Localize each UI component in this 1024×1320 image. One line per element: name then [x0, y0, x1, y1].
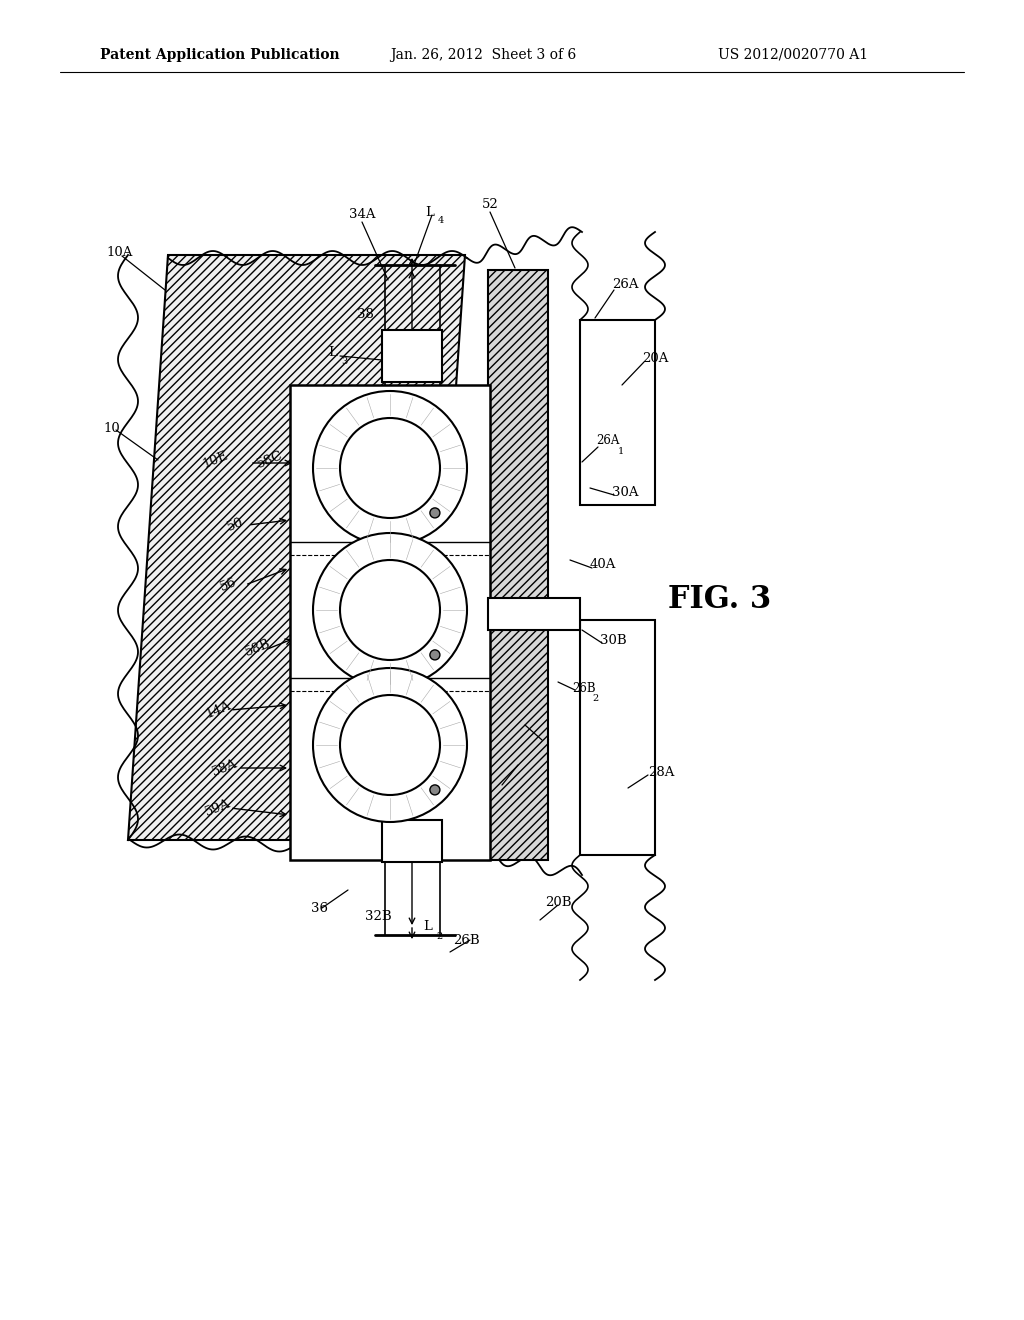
Text: 2: 2 [592, 694, 598, 704]
Bar [290, 385, 490, 861]
Text: 40A: 40A [590, 558, 616, 572]
Text: Jan. 26, 2012  Sheet 3 of 6: Jan. 26, 2012 Sheet 3 of 6 [390, 48, 577, 62]
Circle shape [313, 391, 467, 545]
Text: 32B: 32B [365, 911, 391, 924]
Text: 26B: 26B [572, 681, 596, 694]
Text: 1: 1 [355, 850, 361, 859]
Text: 3: 3 [341, 356, 347, 366]
Text: 5: 5 [524, 768, 530, 777]
Text: 50: 50 [225, 516, 245, 535]
Text: 10E: 10E [201, 449, 229, 471]
Polygon shape [128, 255, 465, 840]
Text: 36: 36 [311, 902, 329, 915]
Text: 54: 54 [534, 731, 550, 744]
Text: 20A: 20A [642, 351, 669, 364]
Text: 34A: 34A [349, 209, 375, 222]
Text: 30A: 30A [612, 486, 639, 499]
Bar [488, 598, 580, 630]
Text: Patent Application Publication: Patent Application Publication [100, 48, 340, 62]
Circle shape [313, 668, 467, 822]
Polygon shape [488, 271, 548, 861]
Circle shape [430, 785, 440, 795]
Text: L: L [329, 346, 338, 359]
Text: 14A: 14A [204, 700, 232, 721]
Circle shape [430, 508, 440, 517]
Circle shape [340, 696, 440, 795]
Bar [580, 620, 655, 855]
Text: 59A: 59A [204, 797, 232, 818]
Circle shape [430, 649, 440, 660]
Text: L: L [343, 838, 351, 851]
Text: L: L [426, 206, 434, 219]
Text: 4: 4 [438, 216, 444, 224]
Bar [580, 319, 655, 506]
Text: 38: 38 [356, 309, 374, 322]
Text: 30B: 30B [600, 634, 627, 647]
Text: 56: 56 [218, 576, 239, 594]
Bar [382, 330, 442, 381]
Text: 26A: 26A [596, 434, 620, 447]
Text: 20B: 20B [545, 895, 571, 908]
Circle shape [340, 418, 440, 517]
Text: 26B: 26B [453, 933, 479, 946]
Text: L: L [424, 920, 432, 933]
Text: 26A: 26A [612, 279, 639, 292]
Text: FIG. 3: FIG. 3 [669, 585, 772, 615]
Text: 10A: 10A [106, 246, 133, 259]
Text: 52: 52 [481, 198, 499, 211]
Circle shape [340, 560, 440, 660]
Text: 28A: 28A [648, 766, 675, 779]
Text: L: L [512, 756, 520, 770]
Text: 58B: 58B [244, 638, 272, 659]
Text: 10: 10 [103, 421, 121, 434]
Text: US 2012/0020770 A1: US 2012/0020770 A1 [718, 48, 868, 62]
Text: 58A: 58A [210, 758, 240, 779]
Text: 1: 1 [618, 447, 625, 455]
Text: 2: 2 [436, 932, 442, 941]
Text: 58C: 58C [255, 449, 285, 471]
Circle shape [313, 533, 467, 686]
Bar [382, 820, 442, 862]
